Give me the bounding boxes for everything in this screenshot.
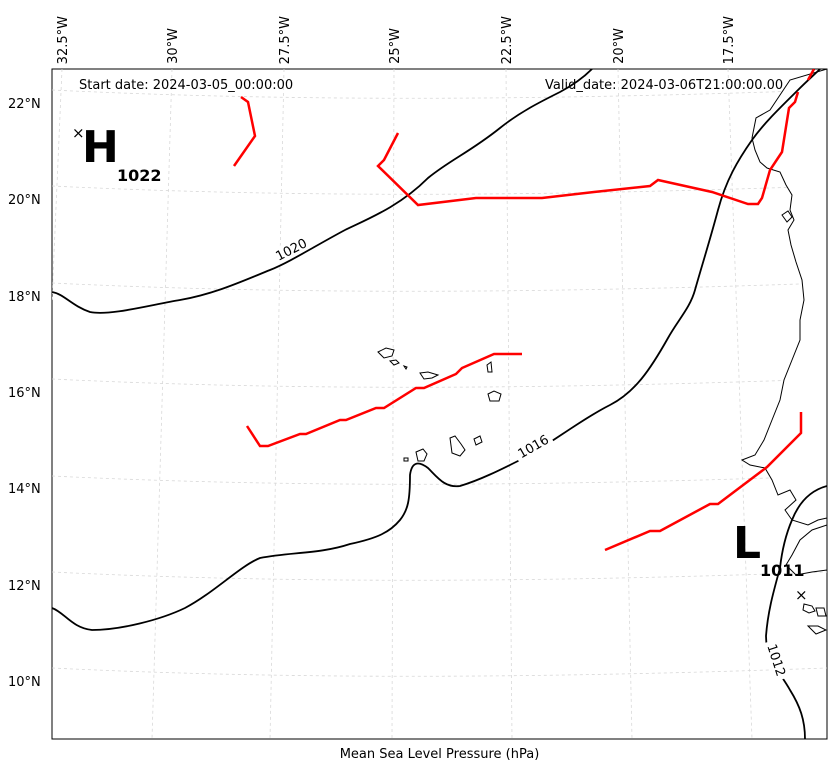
low-value: 1011 xyxy=(760,561,805,580)
lat-label-12N: 12°N xyxy=(8,579,41,594)
front-1 xyxy=(232,95,257,167)
bissagos-b xyxy=(815,607,827,617)
start-date: Start date: 2024-03-05_00:00:00 xyxy=(79,78,294,93)
front-4 xyxy=(245,352,522,448)
lat-label-22N: 22°N xyxy=(8,97,41,112)
map-frame xyxy=(51,68,828,740)
lon-label-32.5W: 32.5°W xyxy=(55,15,71,64)
island-fogo xyxy=(415,448,428,462)
front-5 xyxy=(604,412,803,552)
lon-label-25W: 25°W xyxy=(387,28,403,64)
graticule xyxy=(52,69,827,739)
lat-label-10N: 10°N xyxy=(8,675,41,690)
isobar-1020 xyxy=(52,69,593,314)
lon-label-27.5W: 27.5°W xyxy=(277,15,293,64)
front-3 xyxy=(806,69,816,81)
lat-label-16N: 16°N xyxy=(8,386,41,401)
lon-label-22.5W: 22.5°W xyxy=(499,15,515,64)
lat-label-14N: 14°N xyxy=(8,482,41,497)
high-value: 1022 xyxy=(117,166,162,185)
coastline xyxy=(377,69,827,635)
island-maio xyxy=(473,435,483,446)
lon-label-30W: 30°W xyxy=(165,28,181,64)
low-letter: L xyxy=(733,518,762,569)
island-santa-luzia xyxy=(402,365,408,370)
map-xlabel: Mean Sea Level Pressure (hPa) xyxy=(339,747,540,762)
valid-date: Valid_date: 2024-03-06T21:00:00.00 xyxy=(545,78,784,93)
banc-arguin xyxy=(781,210,793,223)
africa-coast xyxy=(740,69,827,526)
lat-label-18N: 18°N xyxy=(8,290,41,305)
island-santo-antao xyxy=(377,347,395,359)
isobar-labels: 1020 1016 1012 xyxy=(269,232,791,682)
guinea-coast xyxy=(785,524,827,576)
island-boa-vista xyxy=(487,390,502,402)
high-center-marker: × xyxy=(72,124,85,142)
lon-label-20W: 20°W xyxy=(611,28,627,64)
bissagos-a xyxy=(802,603,816,614)
island-santiago xyxy=(449,435,466,457)
island-sao-vicente xyxy=(388,359,400,366)
isobar-1012 xyxy=(765,485,827,739)
fronts xyxy=(232,69,816,552)
island-brava xyxy=(403,457,409,462)
island-sao-nicolau xyxy=(419,371,440,380)
low-center-marker: × xyxy=(795,586,808,604)
bissagos-c xyxy=(806,625,827,635)
lat-label-20N: 20°N xyxy=(8,193,41,208)
high-letter: H xyxy=(82,122,119,173)
lon-label-17.5W: 17.5°W xyxy=(721,15,737,64)
island-sal xyxy=(486,361,493,373)
front-2 xyxy=(376,91,800,207)
